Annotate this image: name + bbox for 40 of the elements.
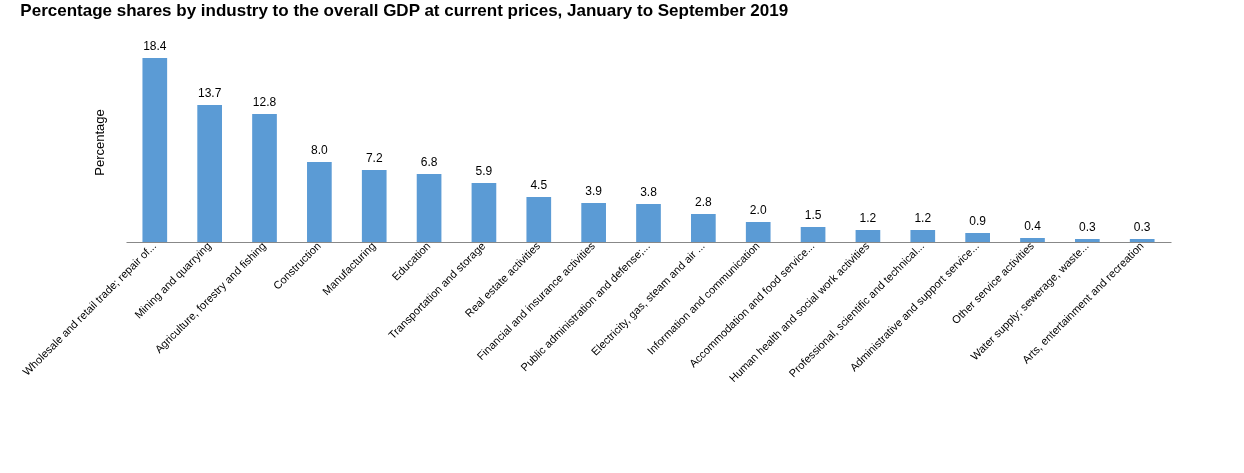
bar [910, 230, 936, 242]
data-label: 4.5 [530, 178, 548, 192]
bar [526, 197, 552, 242]
data-label: 3.8 [640, 185, 658, 199]
bar [855, 230, 881, 242]
bar [691, 214, 716, 242]
data-label: 18.4 [143, 39, 167, 53]
data-label: 0.4 [1024, 219, 1042, 233]
data-label: 7.2 [365, 151, 383, 165]
data-label: 0.3 [1079, 220, 1097, 234]
bar [800, 227, 826, 242]
data-label: 5.9 [475, 164, 493, 178]
data-label: 12.8 [252, 95, 277, 109]
data-label: 1.2 [914, 211, 932, 225]
bar [1020, 238, 1045, 242]
bar [1075, 239, 1100, 242]
data-label: 3.9 [585, 184, 603, 198]
data-label: 1.5 [804, 208, 822, 222]
bar [471, 183, 497, 242]
bar [416, 174, 442, 242]
data-label: 0.9 [969, 214, 987, 228]
data-label: 0.3 [1133, 220, 1151, 234]
bar [307, 162, 332, 242]
bar [252, 114, 277, 242]
bar [142, 58, 168, 242]
y-axis-title: Percentage [91, 109, 107, 176]
bar [581, 203, 606, 242]
data-label: 6.8 [420, 155, 438, 169]
data-label: 1.2 [859, 211, 877, 225]
bar [197, 105, 222, 242]
data-label: 13.7 [197, 86, 222, 100]
bar [636, 204, 661, 242]
data-label: 2.8 [695, 195, 713, 209]
bar [965, 233, 990, 242]
bar [1129, 239, 1155, 242]
chart-title: Percentage shares by industry to the overall GDP at current prices, January to September 2019 [20, 1, 789, 20]
bar [745, 222, 771, 242]
data-label: 2.0 [749, 203, 767, 217]
bar [361, 170, 387, 242]
data-label: 8.0 [311, 143, 329, 157]
